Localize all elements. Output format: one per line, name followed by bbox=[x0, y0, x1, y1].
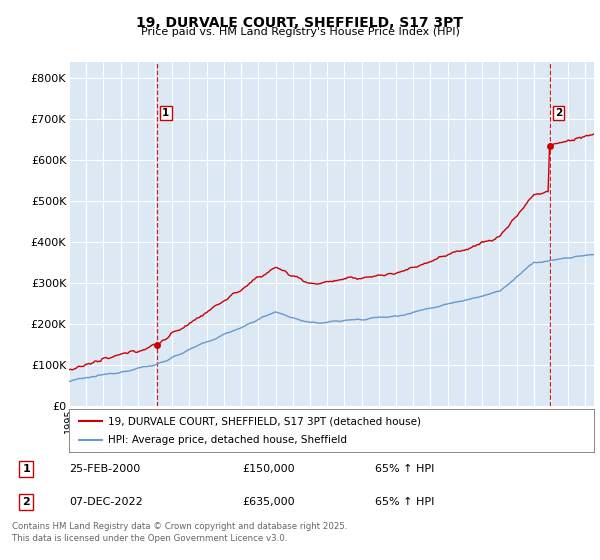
Text: 19, DURVALE COURT, SHEFFIELD, S17 3PT (detached house): 19, DURVALE COURT, SHEFFIELD, S17 3PT (d… bbox=[109, 416, 421, 426]
Text: 1: 1 bbox=[23, 464, 30, 474]
Text: 65% ↑ HPI: 65% ↑ HPI bbox=[375, 464, 434, 474]
Text: 65% ↑ HPI: 65% ↑ HPI bbox=[375, 497, 434, 507]
Text: 19, DURVALE COURT, SHEFFIELD, S17 3PT: 19, DURVALE COURT, SHEFFIELD, S17 3PT bbox=[137, 16, 464, 30]
Text: HPI: Average price, detached house, Sheffield: HPI: Average price, detached house, Shef… bbox=[109, 435, 347, 445]
Text: 2: 2 bbox=[23, 497, 30, 507]
Text: Price paid vs. HM Land Registry's House Price Index (HPI): Price paid vs. HM Land Registry's House … bbox=[140, 27, 460, 37]
Text: 25-FEB-2000: 25-FEB-2000 bbox=[70, 464, 141, 474]
Text: Contains HM Land Registry data © Crown copyright and database right 2025.
This d: Contains HM Land Registry data © Crown c… bbox=[12, 522, 347, 543]
Text: £150,000: £150,000 bbox=[242, 464, 295, 474]
Text: 07-DEC-2022: 07-DEC-2022 bbox=[70, 497, 143, 507]
Text: 1: 1 bbox=[162, 108, 170, 118]
Text: 2: 2 bbox=[555, 108, 562, 118]
Text: £635,000: £635,000 bbox=[242, 497, 295, 507]
